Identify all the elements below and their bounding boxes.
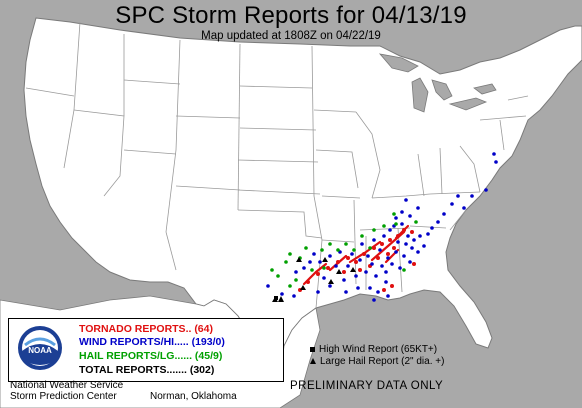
triangle-marker-icon	[310, 358, 316, 365]
preliminary-data-notice: PRELIMINARY DATA ONLY	[290, 380, 444, 392]
center-label: Storm Prediction Center	[10, 391, 117, 402]
agency-label: National Weather Service	[10, 380, 124, 391]
high-wind-key: High Wind Report (65KT+)	[310, 344, 437, 355]
noaa-logo-icon: NOAA	[18, 326, 62, 370]
significant-reports	[272, 257, 356, 302]
legend-wind: WIND REPORTS/HI..... (193/0)	[79, 336, 225, 348]
page-title: SPC Storm Reports for 04/13/19	[115, 2, 467, 29]
legend-tornado: TORNADO REPORTS.. (64)	[79, 323, 213, 335]
high-wind-key-label: High Wind Report (65KT+)	[319, 344, 438, 355]
location-label: Norman, Oklahoma	[150, 391, 237, 402]
large-hail-key: Large Hail Report (2" dia. +)	[310, 356, 444, 367]
legend-hail: HAIL REPORTS/LG...... (45/9)	[79, 350, 223, 362]
noaa-logo-text: NOAA	[28, 346, 52, 355]
map-updated-subtitle: Map updated at 1808Z on 04/22/19	[201, 30, 381, 42]
legend-panel: NOAA TORNADO REPORTS.. (64) WIND REPORTS…	[8, 318, 284, 382]
legend-total: TOTAL REPORTS....... (302)	[79, 364, 215, 376]
us-landmass	[23, 17, 582, 365]
square-marker-icon	[310, 346, 315, 352]
hail-reports	[270, 212, 418, 288]
large-hail-key-label: Large Hail Report (2" dia. +)	[320, 356, 445, 367]
great-lakes	[378, 53, 497, 113]
wind-reports	[266, 152, 498, 302]
